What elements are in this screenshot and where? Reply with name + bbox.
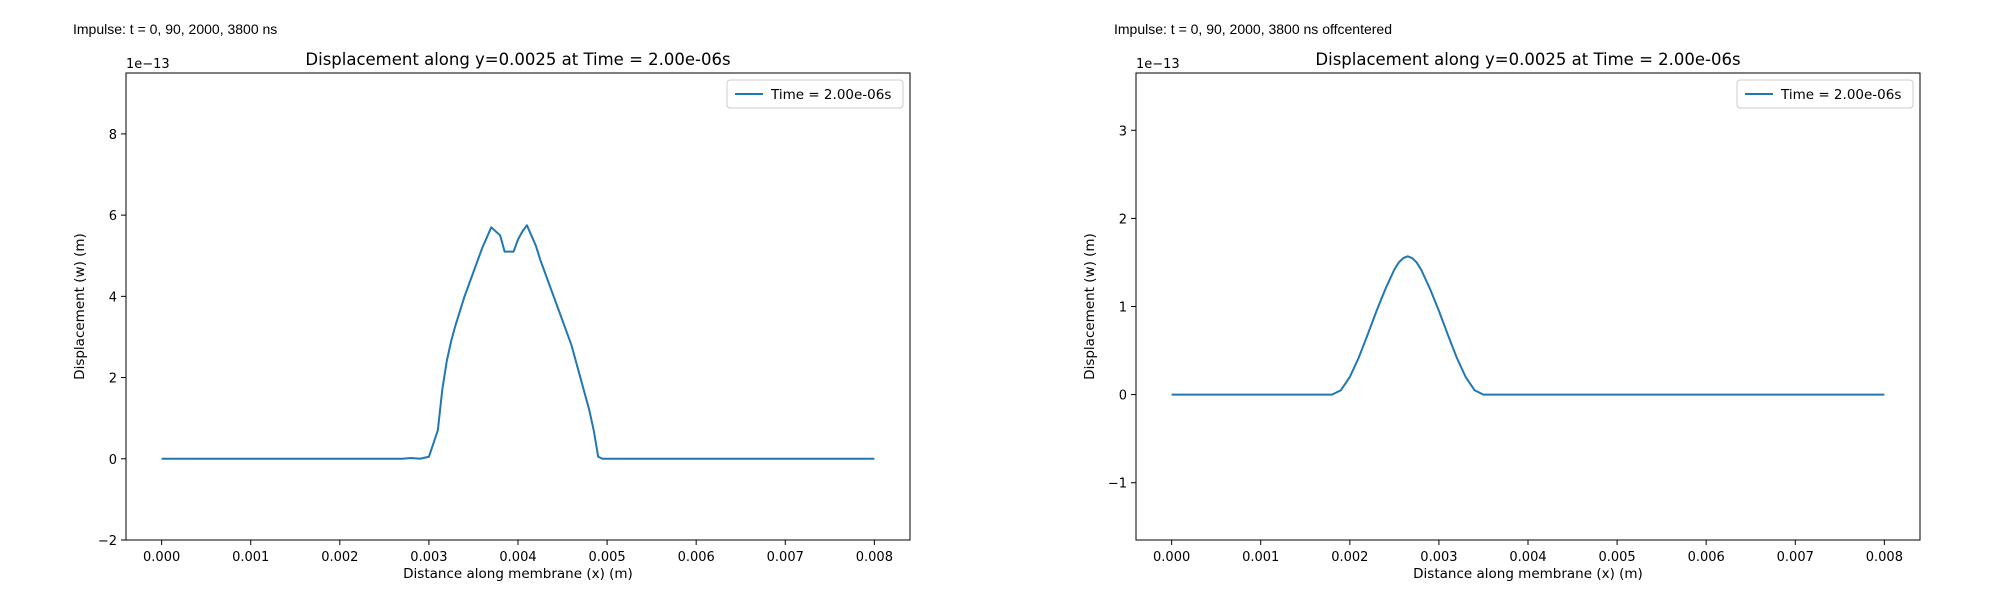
x-tick-label: 0.006 xyxy=(678,550,715,565)
legend-label: Time = 2.00e-06s xyxy=(1780,87,1901,103)
series-line xyxy=(161,224,875,460)
y-offset-label: 1e−13 xyxy=(126,57,170,72)
x-tick-label: 0.007 xyxy=(1777,550,1814,565)
x-tick-label: 0.006 xyxy=(1688,550,1725,565)
y-tick-label: −1 xyxy=(1108,477,1127,492)
chart-title: Displacement along y=0.0025 at Time = 2.… xyxy=(305,50,730,69)
chart-2: 0.000 0.001 0.002 0.003 0.004 0.005 0.006 0.007… xyxy=(1082,50,1921,582)
x-tick-label: 0.005 xyxy=(588,550,625,565)
y-tick-label: 4 xyxy=(109,290,117,305)
x-axis-label: Distance along membrane (x) (m) xyxy=(1413,566,1643,582)
y-tick-label: −2 xyxy=(98,534,117,549)
x-axis-label: Distance along membrane (x) (m) xyxy=(403,566,633,582)
x-tick-label: 0.002 xyxy=(1331,550,1368,565)
y-tick-label: 8 xyxy=(109,128,117,143)
legend: Time = 2.00e-06s xyxy=(726,79,904,109)
x-tick-label: 0.000 xyxy=(1153,550,1190,565)
y-tick-label: 2 xyxy=(109,372,117,387)
x-tick-label: 0.005 xyxy=(1598,550,1635,565)
x-tick-label: 0.007 xyxy=(767,550,804,565)
x-tick-label: 0.001 xyxy=(1242,550,1279,565)
chart-1: 0.000 0.001 0.002 0.003 0.004 0.005 0.006 0.007… xyxy=(72,50,911,582)
x-tick-label: 0.003 xyxy=(1420,550,1457,565)
x-tick-label: 0.008 xyxy=(856,550,893,565)
series-line xyxy=(1171,255,1885,396)
annotation-right: Impulse: t = 0, 90, 2000, 3800 ns offcen… xyxy=(1114,21,1392,37)
plot-frame xyxy=(1135,72,1921,541)
y-tick-label: 3 xyxy=(1119,124,1127,139)
legend-label: Time = 2.00e-06s xyxy=(770,87,891,103)
legend-box xyxy=(726,79,904,109)
annotation-left: Impulse: t = 0, 90, 2000, 3800 ns xyxy=(73,21,278,37)
x-tick-label: 0.008 xyxy=(1866,550,1903,565)
chart-title: Displacement along y=0.0025 at Time = 2.… xyxy=(1315,50,1740,69)
y-tick-label: 0 xyxy=(1119,389,1127,404)
x-tick-label: 0.001 xyxy=(232,550,269,565)
x-tick-label: 0.000 xyxy=(143,550,180,565)
x-tick-label: 0.003 xyxy=(410,550,447,565)
x-tick-label: 0.004 xyxy=(1509,550,1546,565)
legend: Time = 2.00e-06s xyxy=(1736,79,1914,109)
y-offset-label: 1e−13 xyxy=(1136,57,1180,72)
y-axis-label: Displacement (w) (m) xyxy=(72,233,88,380)
y-tick-label: 1 xyxy=(1119,301,1127,316)
y-tick-label: 6 xyxy=(109,209,117,224)
y-axis-label: Displacement (w) (m) xyxy=(1082,233,1098,380)
x-tick-label: 0.002 xyxy=(321,550,358,565)
legend-box xyxy=(1736,79,1914,109)
y-tick-label: 2 xyxy=(1119,212,1127,227)
y-tick-label: 0 xyxy=(109,453,117,468)
plot-frame xyxy=(125,72,911,541)
x-tick-label: 0.004 xyxy=(499,550,536,565)
